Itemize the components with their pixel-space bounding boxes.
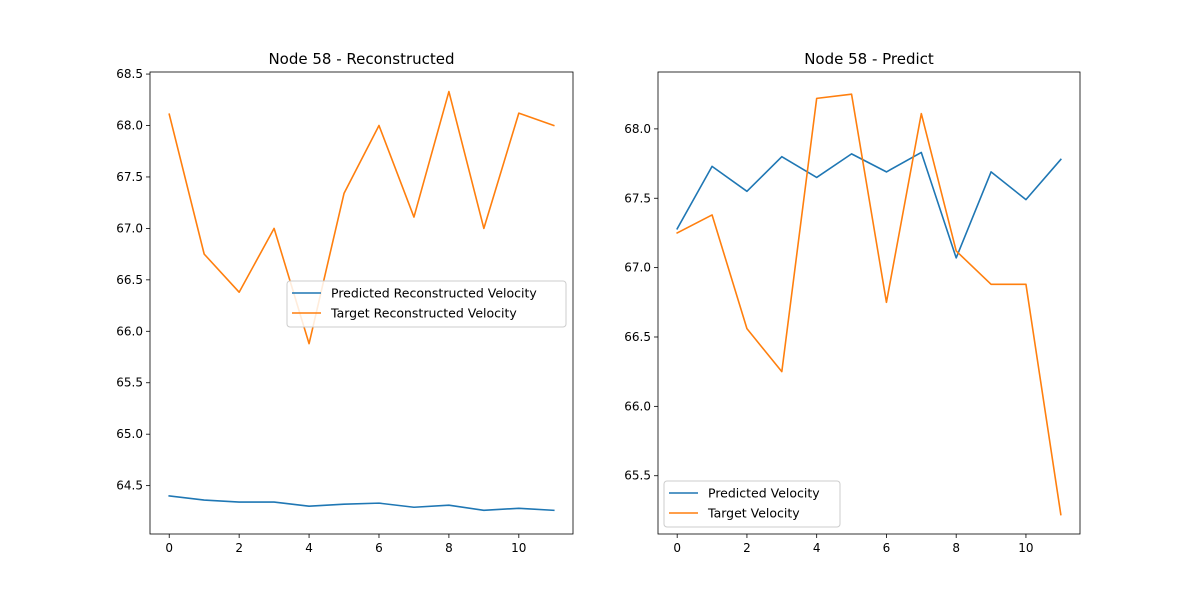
x-tick-label: 10	[511, 541, 526, 555]
y-tick-label: 67.5	[116, 170, 143, 184]
series-line-target	[168, 90, 555, 345]
x-tick-label: 8	[952, 541, 960, 555]
axes-frame	[657, 71, 1081, 535]
legend-box	[663, 480, 841, 528]
x-tick-label: 0	[165, 541, 173, 555]
x-tick-label: 8	[445, 541, 453, 555]
y-tick-label: 66.5	[116, 273, 143, 287]
legend: Predicted Velocity Target Velocity	[663, 480, 841, 528]
x-tick-label: 2	[743, 541, 751, 555]
series-line-predicted	[676, 151, 1062, 259]
y-tick-label: 66.0	[624, 399, 651, 413]
x-tick-label: 4	[305, 541, 313, 555]
y-tick-label: 67.5	[624, 191, 651, 205]
legend: Predicted Reconstructed Velocity Target R…	[286, 280, 567, 328]
chart-2: Node 58 - Predict 0 2 4 6 8 10 65.5 66.0 66.5 67.0…	[624, 50, 1081, 555]
x-tick-label: 6	[375, 541, 383, 555]
chart-title: Node 58 - Reconstructed	[268, 50, 454, 68]
legend-label: Target Velocity	[707, 506, 800, 521]
legend-label: Predicted Reconstructed Velocity	[331, 286, 537, 301]
x-tick-label: 10	[1018, 541, 1033, 555]
series-line-predicted	[168, 495, 555, 512]
chart-1: Node 58 - Reconstructed 0 2 4 6 8 10 64.5 65.0 65…	[116, 50, 574, 555]
chart-title: Node 58 - Predict	[804, 50, 934, 68]
y-tick-label: 65.5	[624, 469, 651, 483]
series-line-target	[676, 93, 1062, 516]
y-tick-label: 67.0	[116, 221, 143, 235]
x-tick-label: 2	[235, 541, 243, 555]
y-tick-label: 68.0	[116, 119, 143, 133]
y-tick-label: 66.0	[116, 324, 143, 338]
y-tick-label: 66.5	[624, 330, 651, 344]
y-tick-label: 64.5	[116, 479, 143, 493]
legend-label: Predicted Velocity	[708, 486, 820, 501]
x-tick-label: 6	[883, 541, 891, 555]
x-tick-label: 4	[813, 541, 821, 555]
y-tick-label: 67.0	[624, 261, 651, 275]
y-tick-label: 68.5	[116, 67, 143, 81]
y-tick-label: 68.0	[624, 122, 651, 136]
axes-frame	[149, 71, 574, 535]
x-tick-label: 0	[673, 541, 681, 555]
y-tick-label: 65.5	[116, 376, 143, 390]
legend-box	[286, 280, 567, 328]
y-tick-label: 65.0	[116, 427, 143, 441]
legend-label: Target Reconstructed Velocity	[330, 306, 517, 321]
